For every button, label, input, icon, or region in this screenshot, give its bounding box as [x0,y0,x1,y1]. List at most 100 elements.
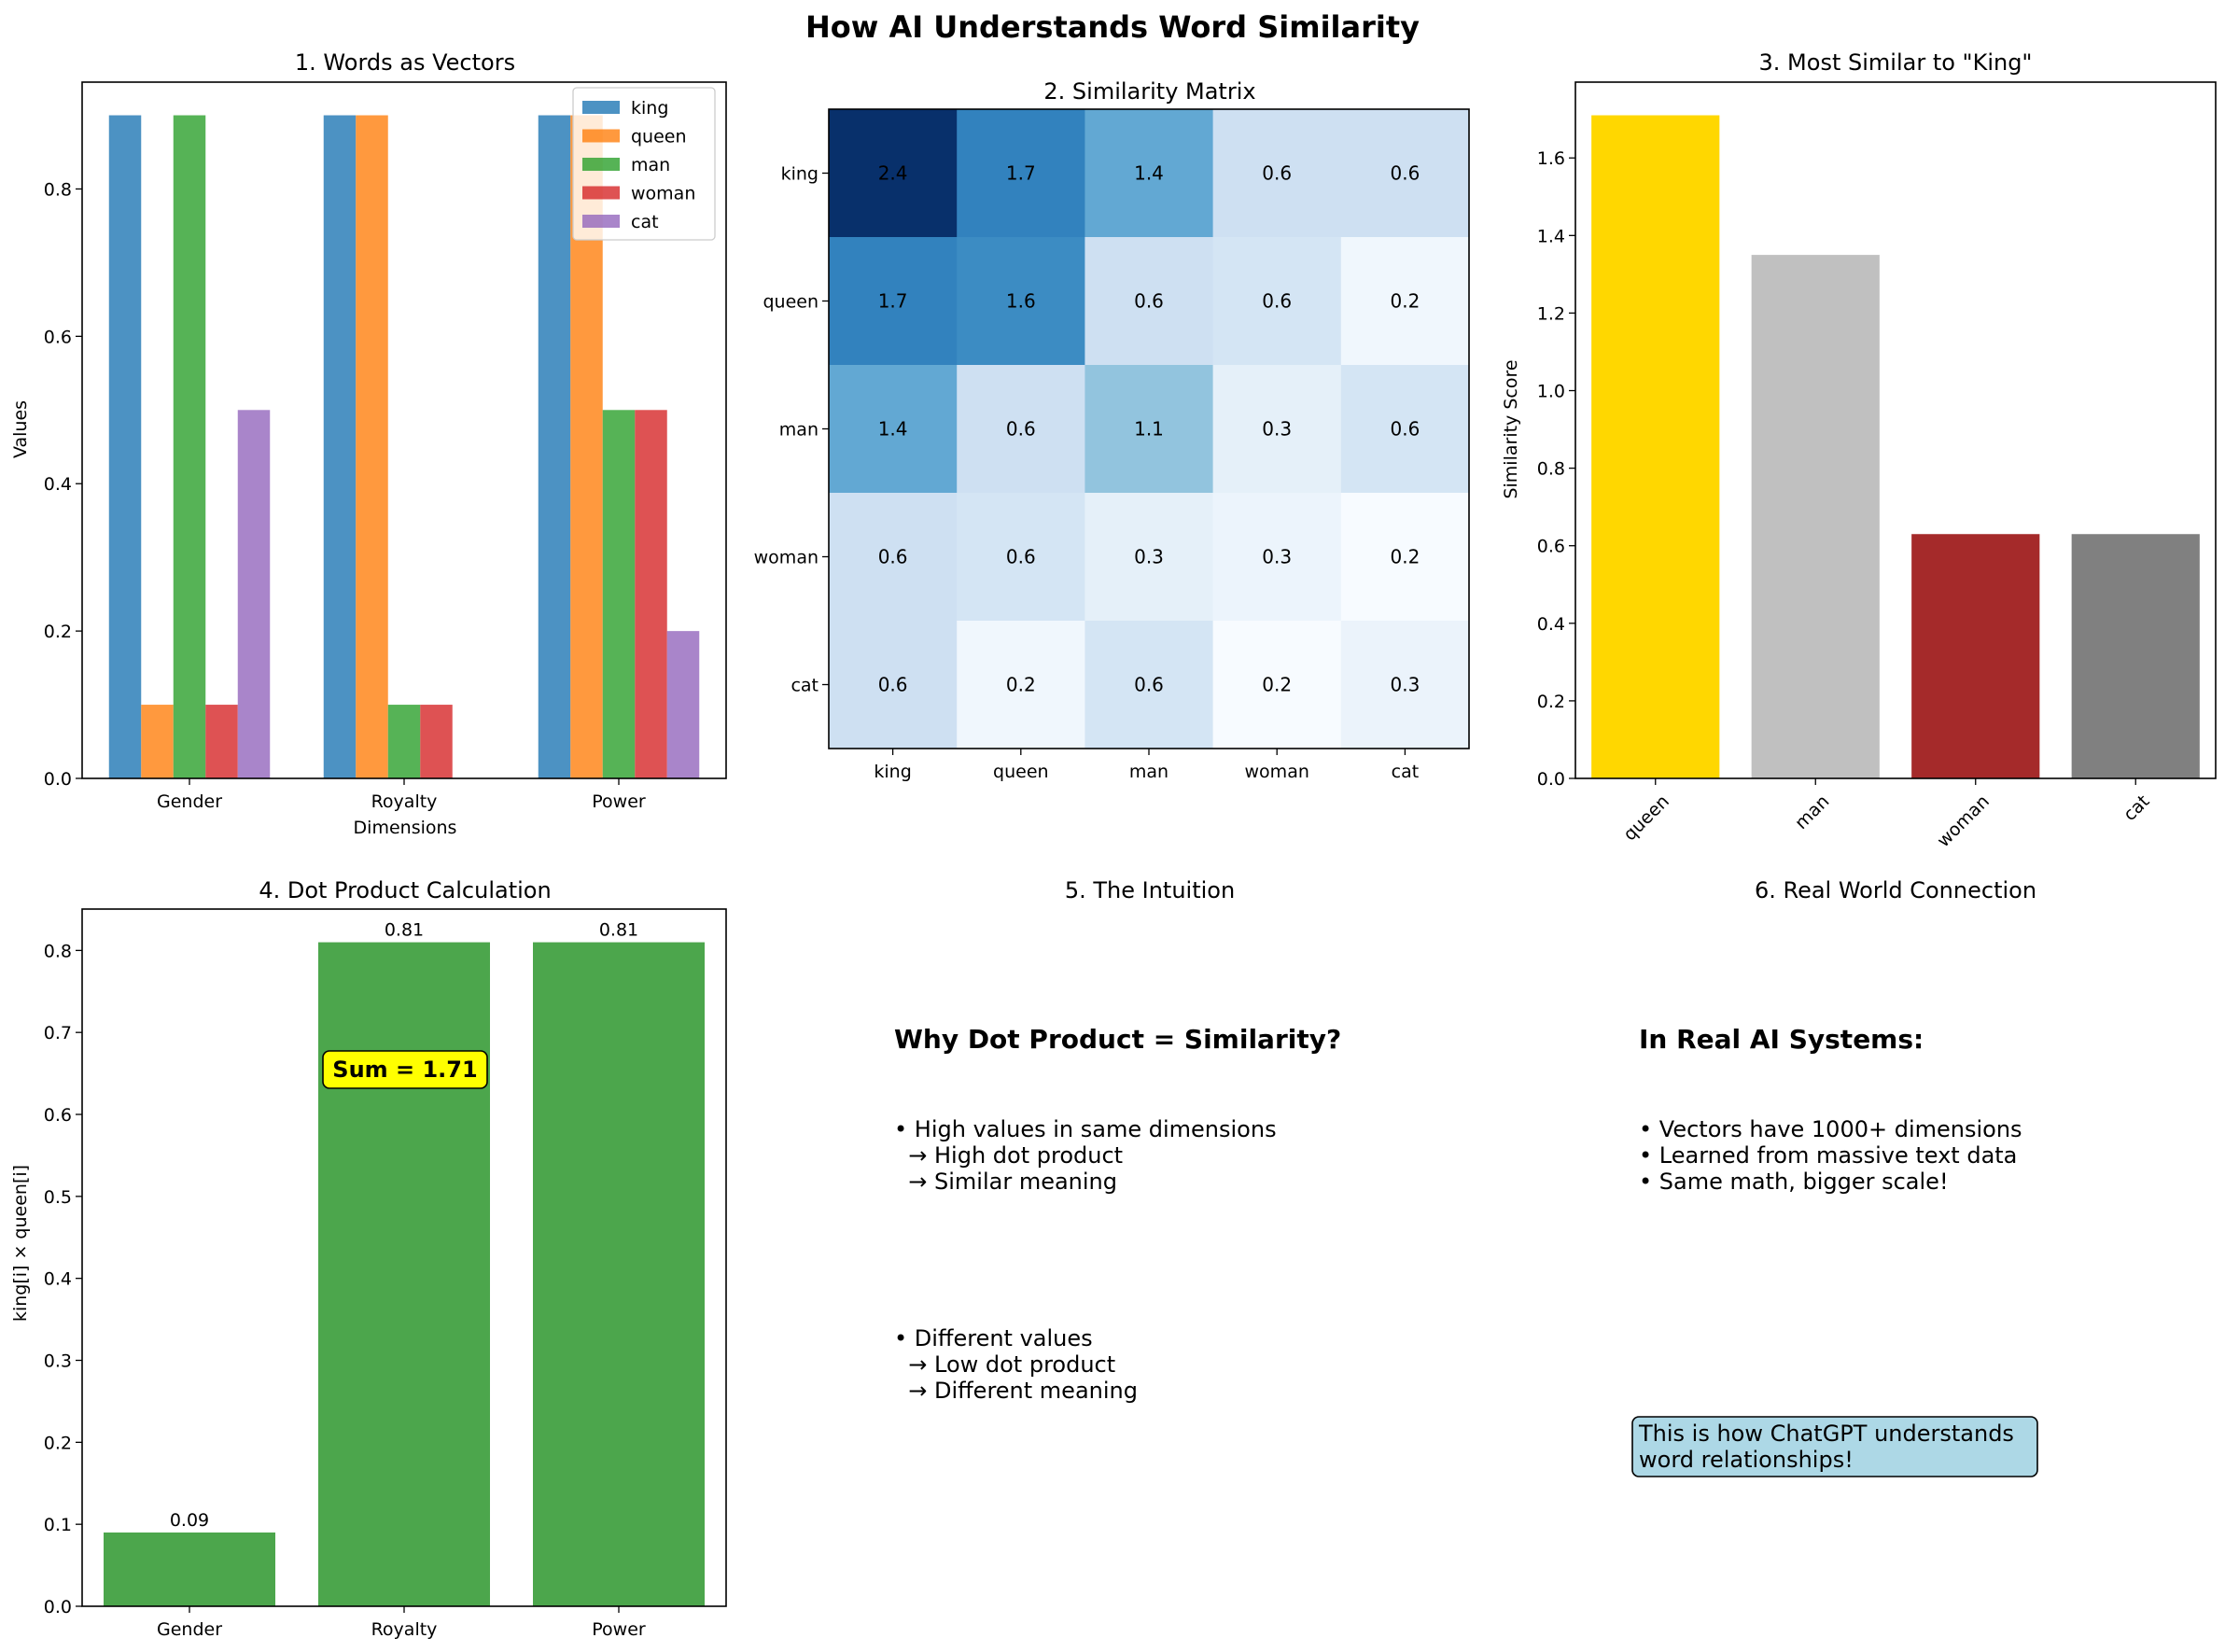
heatmap-cell-man-woman [1212,365,1342,494]
heatmap-cell-label: 0.2 [1262,674,1292,696]
heatmap-cell-label: 0.6 [1262,290,1292,313]
panel3-ytick-label: 1.6 [1537,148,1565,169]
heatmap-cell-queen-woman [1212,237,1342,366]
heatmap-cell-label: 0.6 [1134,674,1164,696]
panel3-frame [1574,81,2217,779]
intuition-line: → Similar meaning [894,1169,1117,1195]
panel2-ytick-label: cat [791,676,819,696]
panel1-axes: 0.0 0.2 0.4 0.6 0.8 Gender Royalty Power [44,81,727,812]
real-world-bullet: • Vectors have 1000+ dimensions [1639,1116,2022,1142]
panel-most-similar: 3. Most Similar to "King" 0.0 0.2 0.4 0.6 0.… [1501,49,2217,852]
heatmap-cell-label: 1.4 [878,418,908,441]
heatmap-cell-queen-man [1085,237,1214,366]
heatmap-cell-label: 0.2 [1390,546,1420,568]
panel2-ytick-label: queen [763,292,819,313]
heatmap-cell-label: 0.2 [1006,674,1036,696]
heatmap-cell-queen-cat [1340,237,1470,366]
panel3-ytick-label: 1.4 [1537,226,1565,246]
bar-king-gender [108,115,142,779]
legend-label-queen: queen [631,127,687,147]
heatmap-cell-label: 0.3 [1262,546,1292,568]
intuition-line: • High values in same dimensions [894,1116,1277,1142]
bar-king-power [538,115,571,779]
bar-woman-royalty [420,705,453,778]
legend-label-cat: cat [631,212,659,232]
sum-annotation-box [322,1050,488,1089]
legend-swatch-woman [582,186,620,200]
bar-royalty [318,942,490,1606]
panel-intuition: 5. The Intuition Why Dot Product = Simil… [894,877,1341,1404]
heatmap-cell-label: 0.3 [1134,546,1164,568]
panel2-ytick-label: king [781,164,819,185]
panel4-ytick-label: 0.0 [44,1597,72,1617]
heatmap-cell-man-cat [1340,365,1470,494]
heatmap-cell-woman-queen [957,493,1085,622]
legend-swatch-man [582,158,620,171]
panel3-xtick-label: queen [1619,791,1673,846]
panel6-title: 6. Real World Connection [1755,877,2036,903]
heatmap-cell-label: 0.2 [1390,290,1420,313]
panel2-xtick-label: queen [993,762,1049,782]
legend-label-king: king [631,98,668,119]
figure-suptitle: How AI Understands Word Similarity [805,9,1420,45]
heatmap-cell-woman-king [829,493,958,622]
legend-swatch-king [582,101,620,114]
panel2-xtick-label: man [1129,762,1168,782]
panel1-ytick-label: 0.0 [44,769,72,790]
heatmap-cell-man-queen [957,365,1085,494]
panel-dot-product: 4. Dot Product Calculation 0.090.81 0.81 … [10,877,727,1640]
heatmap-cell-label: 0.6 [1006,418,1036,441]
legend-label-woman: woman [631,184,695,204]
heatmap-cell-label: 0.6 [1390,162,1420,185]
panel5-title: 5. The Intuition [1065,877,1235,903]
real-world-bullet: • Learned from massive text data [1639,1142,2017,1169]
heatmap-cell-woman-woman [1212,493,1342,622]
heatmap-cell-woman-man [1085,493,1214,622]
panel3-xtick-label: man [1791,791,1833,833]
real-world-bullet: • Same math, bigger scale! [1639,1169,1949,1195]
heatmap-cell-woman-cat [1340,493,1470,622]
heatmap-cell-cat-woman [1212,621,1342,749]
heatmap-cell-label: 1.6 [1006,290,1036,313]
intuition-line: → High dot product [894,1142,1123,1169]
heatmap-cell-label: 1.4 [1134,162,1164,185]
intuition-heading: Why Dot Product = Similarity? [894,1024,1341,1055]
heatmap-cell-man-man [1085,365,1214,494]
chatgpt-note-box [1631,1416,2038,1477]
bar-woman-power [635,410,667,778]
heatmap-cell-king-king [829,109,958,238]
panel3-xtick-label: woman [1933,791,1994,852]
sum-annotation: Sum = 1.71 [332,1057,477,1083]
panel-real-world: 6. Real World Connection In Real AI Syst… [1631,877,2038,1477]
panel1-xlabel: Dimensions [354,818,457,838]
heatmap-cell-queen-queen [957,237,1085,366]
panel1-bars [108,115,700,779]
panel3-ytick-label: 0.4 [1537,614,1565,635]
bar-man-power [602,410,636,778]
panel1-xtick-label: Power [592,791,646,812]
bar-value-label: 0.81 [599,920,638,941]
heatmap-cell-cat-man [1085,621,1214,749]
panel4-ytick-label: 0.6 [44,1105,72,1126]
heatmap-cell-cat-queen [957,621,1085,749]
heatmap-cell-cat-cat [1340,621,1470,749]
panel4-xtick-label: Gender [157,1619,222,1640]
heatmap-cell-label: 0.6 [1006,546,1036,568]
panel2-xtick-label: woman [1245,762,1309,782]
panel-similarity-matrix: 2. Similarity Matrix 2.4 1.7 1.4 0.6 0.6 1.7 1… [754,78,1470,782]
heatmap-cell-king-man [1085,109,1214,238]
intuition-line: • Different values [894,1325,1093,1351]
real-world-heading: In Real AI Systems: [1639,1024,1924,1055]
panel3-ylabel: Similarity Score [1501,359,1521,498]
bar-cat-gender [237,410,271,778]
bar-queen-royalty [356,115,388,779]
panel4-xtick-label: Royalty [371,1619,438,1640]
bar-power [533,942,705,1606]
intuition-line: → Low dot product [894,1351,1115,1378]
panel1-ytick-label: 0.8 [44,179,72,200]
bar-queen [1591,115,1720,779]
intuition-line: → Different meaning [894,1378,1138,1404]
panel3-ytick-label: 1.0 [1537,382,1565,402]
panel-words-as-vectors: 1. Words as Vectors 0.0 0.2 0.4 0.6 0.8 Gende… [10,49,727,838]
bar-king-royalty [323,115,357,779]
